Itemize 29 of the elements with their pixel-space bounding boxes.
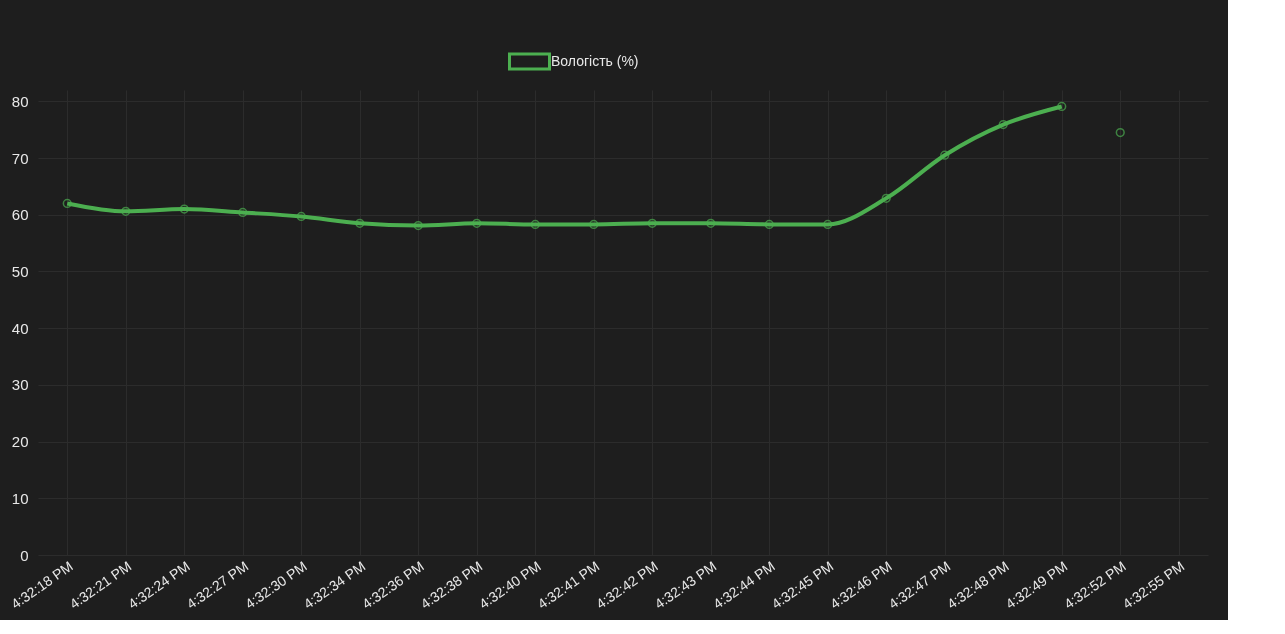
- point: [530, 219, 540, 230]
- point: [647, 218, 657, 228]
- point: [355, 218, 365, 228]
- point: [1057, 101, 1067, 112]
- point: [589, 219, 599, 230]
- y-tick-label: 70: [11, 149, 29, 167]
- point: [1115, 127, 1125, 138]
- point: [121, 206, 131, 216]
- point: [706, 218, 716, 228]
- point: [296, 211, 306, 222]
- y-tick-label: 60: [11, 206, 29, 224]
- y-tick-label: 0: [20, 546, 29, 564]
- point: [881, 193, 891, 203]
- y-tick-label: 50: [11, 262, 29, 280]
- point: [764, 219, 774, 230]
- point: [472, 218, 482, 228]
- y-tick-label: 80: [11, 92, 29, 110]
- y-tick-label: 40: [11, 319, 29, 337]
- point: [62, 198, 72, 209]
- y-tick-label: 20: [11, 433, 29, 451]
- point: [413, 220, 423, 231]
- point: [823, 219, 833, 230]
- y-tick-label: 10: [11, 489, 29, 507]
- point: [238, 207, 248, 218]
- legend-label: Вологість (%): [551, 52, 639, 69]
- y-tick-label: 30: [11, 376, 29, 394]
- point: [940, 150, 950, 160]
- point: [998, 119, 1008, 130]
- point: [179, 204, 189, 214]
